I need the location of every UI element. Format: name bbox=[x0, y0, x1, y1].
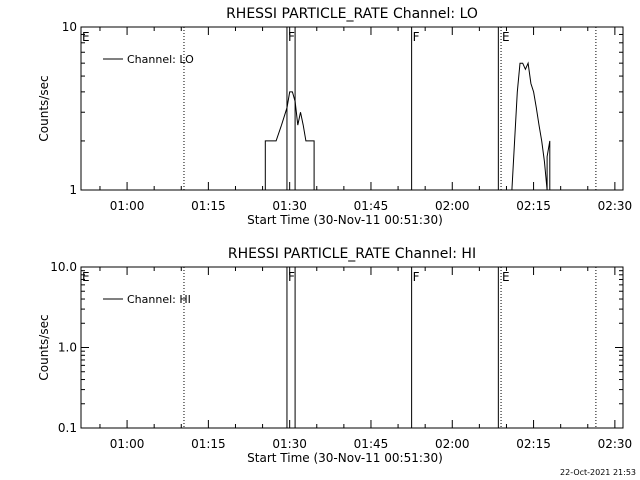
x-tick-label: 01:00 bbox=[110, 199, 145, 213]
timestamp-footer: 22-Oct-2021 21:53 bbox=[560, 468, 636, 477]
y-tick-label: 1 bbox=[69, 183, 77, 197]
x-tick-label: 01:30 bbox=[272, 437, 307, 451]
x-tick-label: 02:00 bbox=[435, 437, 470, 451]
y-axis-label: Counts/sec bbox=[37, 314, 51, 380]
x-axis-label: Start Time (30-Nov-11 00:51:30) bbox=[247, 213, 443, 227]
y-tick-label: 1.0 bbox=[58, 341, 77, 355]
chart-title: RHESSI PARTICLE_RATE Channel: LO bbox=[226, 6, 478, 22]
event-marker-label: F bbox=[288, 270, 295, 284]
y-tick-label: 10 bbox=[62, 20, 77, 34]
x-tick-label: 01:15 bbox=[191, 199, 226, 213]
x-tick-label: 01:45 bbox=[354, 437, 389, 451]
event-marker-label: E bbox=[82, 270, 90, 284]
data-series-line bbox=[511, 61, 551, 191]
x-tick-label: 02:15 bbox=[516, 437, 551, 451]
legend-entry: Channel: HI bbox=[127, 293, 191, 306]
plot-frame bbox=[80, 266, 624, 429]
event-marker-label: E bbox=[502, 270, 510, 284]
event-marker-label: E bbox=[502, 30, 510, 44]
event-marker-label: F bbox=[288, 30, 295, 44]
event-marker-label: E bbox=[82, 30, 90, 44]
x-tick-label: 02:00 bbox=[435, 199, 470, 213]
x-tick-label: 01:00 bbox=[110, 437, 145, 451]
event-marker-label: F bbox=[413, 270, 420, 284]
x-tick-label: 01:30 bbox=[272, 199, 307, 213]
panel-lo: RHESSI PARTICLE_RATE Channel: LO 01:00 01:… bbox=[37, 6, 632, 227]
legend-entry: Channel: LO bbox=[127, 53, 194, 66]
panel-hi: RHESSI PARTICLE_RATE Channel: HI 01:00 01:… bbox=[37, 246, 632, 465]
plot-frame bbox=[80, 26, 624, 191]
y-tick-label: 10.0 bbox=[50, 260, 77, 274]
x-tick-label: 02:15 bbox=[516, 199, 551, 213]
x-tick-label: 02:30 bbox=[598, 437, 633, 451]
x-tick-label: 02:30 bbox=[598, 199, 633, 213]
chart-title: RHESSI PARTICLE_RATE Channel: HI bbox=[228, 246, 476, 262]
event-marker-label: F bbox=[413, 30, 420, 44]
y-axis-label: Counts/sec bbox=[37, 75, 51, 141]
data-series-line bbox=[264, 91, 315, 190]
y-tick-label: 0.1 bbox=[58, 421, 77, 435]
x-axis-label: Start Time (30-Nov-11 00:51:30) bbox=[247, 451, 443, 465]
x-tick-label: 01:45 bbox=[354, 199, 389, 213]
x-tick-label: 01:15 bbox=[191, 437, 226, 451]
